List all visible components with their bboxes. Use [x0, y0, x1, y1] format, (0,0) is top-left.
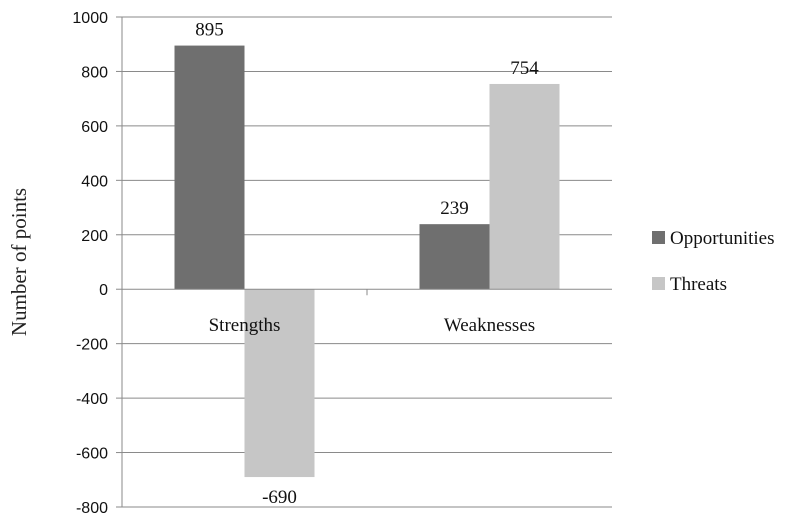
y-tick-label: -600 [76, 446, 108, 463]
data-label: 754 [510, 58, 539, 79]
legend-label-opportunities: Opportunities [670, 228, 775, 249]
bar-threats-weaknesses [489, 83, 560, 290]
category-label-strengths: Strengths [209, 315, 281, 336]
y-tick-label: 200 [81, 228, 108, 245]
y-tick-label: 400 [81, 173, 108, 190]
data-label: -690 [262, 487, 297, 508]
legend-swatch-threats [652, 277, 665, 290]
y-tick-label: 0 [99, 282, 108, 299]
legend-swatch-opportunities [652, 231, 665, 244]
y-axis-title: Number of points [7, 188, 31, 336]
y-tick-label: -200 [76, 337, 108, 354]
legend-label-threats: Threats [670, 274, 727, 295]
bars [174, 45, 560, 478]
bar-threats-strengths [244, 289, 315, 478]
legend: Opportunities Threats [652, 228, 775, 295]
y-tick-label: -800 [76, 500, 108, 515]
category-label-weaknesses: Weaknesses [444, 315, 535, 336]
bar-opportunities-weaknesses [419, 224, 490, 290]
y-tick-label: 1000 [72, 10, 108, 27]
data-label: 239 [440, 198, 469, 219]
y-tick-label: -400 [76, 391, 108, 408]
bar-opportunities-strengths [174, 45, 245, 290]
data-labels: 895 -690 239 754 [195, 20, 539, 508]
y-tick-label: 800 [81, 64, 108, 81]
data-label: 895 [195, 20, 224, 41]
y-tick-label: 600 [81, 119, 108, 136]
y-tick-labels: 1000 800 600 400 200 0 -200 -400 -600 -800 [72, 10, 108, 515]
